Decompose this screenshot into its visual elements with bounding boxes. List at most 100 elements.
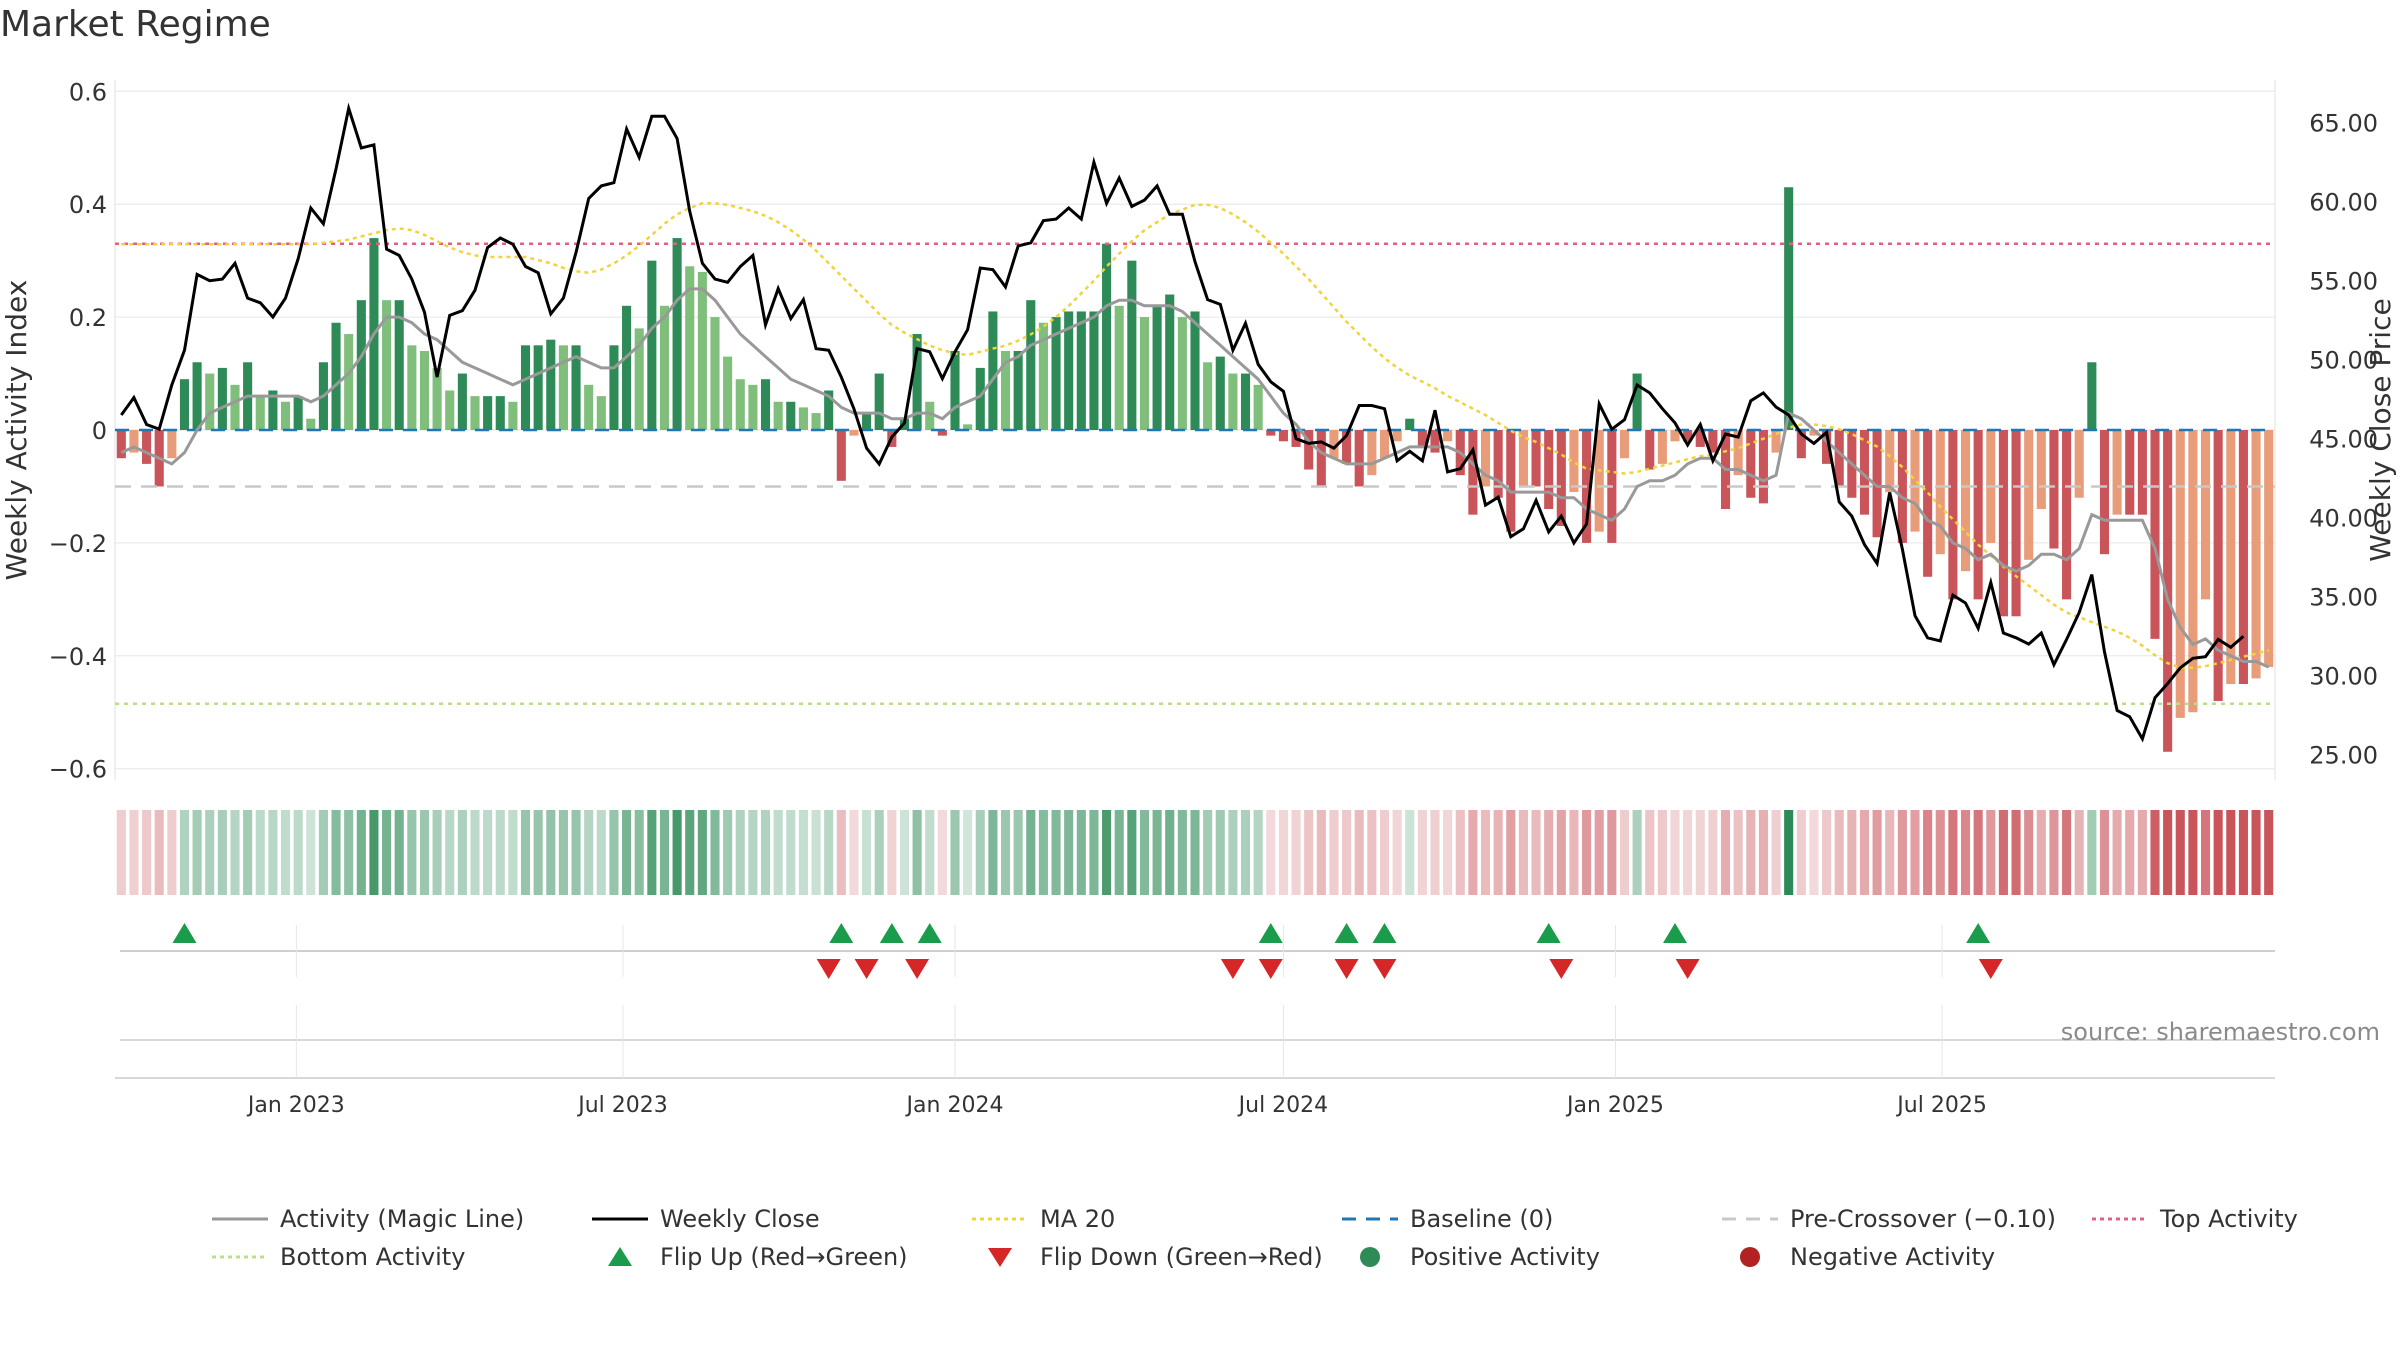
legend-item: Weekly Close — [590, 1200, 820, 1238]
x-tick-label: Jul 2024 — [1237, 1093, 1329, 1118]
flip-down-marker — [1258, 959, 1283, 979]
activity-strip-cell — [1948, 810, 1958, 895]
activity-bar — [798, 407, 808, 430]
activity-strip-cell — [2150, 810, 2160, 895]
activity-strip-cell — [293, 810, 303, 895]
activity-strip-cell — [811, 810, 821, 895]
legend-swatch-icon — [1722, 1217, 1778, 1221]
activity-strip-cell — [887, 810, 897, 895]
activity-bar — [596, 396, 606, 430]
activity-strip-cell — [849, 810, 859, 895]
activity-strip-cell — [1582, 810, 1592, 895]
activity-strip-cell — [1518, 810, 1528, 895]
flip-up-marker — [1663, 923, 1687, 943]
flip-up-marker — [1258, 923, 1283, 943]
activity-bar — [2200, 430, 2211, 600]
activity-bar — [697, 271, 707, 430]
activity-bar — [836, 430, 846, 481]
activity-bar — [1796, 430, 1806, 459]
legend-label: Weekly Close — [660, 1205, 820, 1233]
activity-strip-cell — [1038, 810, 1048, 895]
activity-bar — [2264, 430, 2274, 668]
activity-strip-cell — [533, 810, 543, 895]
legend-item: Top Activity — [2090, 1200, 2298, 1238]
activity-bar — [1632, 373, 1642, 430]
activity-strip-cell — [344, 810, 354, 895]
legend-item: Baseline (0) — [1340, 1200, 1553, 1238]
activity-strip-cell — [2024, 810, 2034, 895]
activity-bar — [508, 401, 518, 430]
activity-bar — [672, 238, 682, 430]
activity-bar — [1329, 430, 1339, 459]
activity-bar — [723, 356, 733, 430]
activity-strip-cell — [2036, 810, 2046, 895]
legend-item: Flip Down (Green→Red) — [970, 1238, 1323, 1276]
activity-strip-cell — [988, 810, 998, 895]
activity-strip-cell — [2175, 810, 2185, 895]
activity-bar — [129, 430, 139, 453]
activity-bar — [2049, 430, 2059, 549]
activity-bar — [925, 401, 935, 430]
activity-strip-cell — [508, 810, 518, 895]
flip-down-marker — [854, 959, 879, 979]
activity-bar — [2226, 430, 2236, 685]
flip-up-marker — [829, 923, 854, 943]
activity-bar — [2150, 430, 2160, 639]
activity-bar — [356, 300, 366, 430]
activity-bar — [1556, 430, 1566, 526]
activity-bar — [1872, 430, 1882, 538]
legend-swatch-icon — [2092, 1217, 2148, 1221]
legend-label: Negative Activity — [1790, 1243, 1996, 1271]
activity-strip-cell — [1859, 810, 1870, 895]
activity-bar — [217, 367, 227, 430]
activity-strip-cell — [1645, 810, 1655, 895]
activity-bar — [1203, 362, 1213, 430]
x-tick-label: Jan 2024 — [905, 1093, 1004, 1118]
activity-bar — [558, 345, 568, 430]
activity-strip-cell — [1165, 810, 1175, 895]
y-left-tick-label: 0.6 — [69, 78, 107, 106]
activity-strip-cell — [760, 810, 771, 895]
activity-strip-cell — [445, 810, 455, 895]
activity-strip-cell — [2049, 810, 2059, 895]
chart-legend: Activity (Magic Line) Weekly Close MA 20 Ba… — [210, 1200, 2360, 1276]
activity-bar — [2062, 430, 2072, 600]
activity-bar — [975, 367, 985, 430]
activity-bar — [1417, 430, 1427, 447]
activity-bar — [760, 379, 771, 430]
activity-bar — [344, 334, 354, 430]
activity-bar — [1190, 311, 1200, 430]
activity-bar — [268, 390, 278, 430]
activity-strip-cell — [1203, 810, 1213, 895]
activity-bar — [1809, 430, 1819, 436]
activity-bar — [432, 367, 442, 430]
activity-bar — [1064, 311, 1074, 430]
activity-bar — [382, 300, 392, 430]
flip-up-marker — [172, 923, 197, 943]
activity-strip-cell — [2087, 810, 2097, 895]
activity-strip-cell — [1329, 810, 1339, 895]
activity-strip-cell — [1733, 810, 1743, 895]
activity-strip-cell — [1215, 810, 1225, 895]
activity-strip-cell — [874, 810, 884, 895]
activity-bar — [546, 339, 556, 430]
activity-bar — [937, 430, 947, 436]
activity-strip-cell — [634, 810, 644, 895]
activity-strip-cell — [1556, 810, 1566, 895]
activity-strip-cell — [470, 810, 480, 895]
activity-strip-cell — [167, 810, 177, 895]
market-regime-chart: 0.6 0.4 0.2 0 −0.2 −0.4 −0.6 65.00 60.00 55.00 50.… — [0, 78, 2397, 1118]
activity-bar — [862, 413, 872, 430]
activity-strip-cell — [520, 810, 531, 895]
legend-swatch-icon — [988, 1248, 1012, 1267]
activity-bar — [179, 379, 190, 430]
activity-bar — [1253, 384, 1263, 430]
activity-bar — [1493, 430, 1503, 498]
activity-strip-cell — [2112, 810, 2122, 895]
activity-strip-cell — [710, 810, 720, 895]
source-text: source: sharemaestro.com — [2061, 1018, 2380, 1046]
legend-label: Positive Activity — [1410, 1243, 1600, 1271]
activity-strip-cell — [369, 810, 379, 895]
activity-bar — [1051, 317, 1061, 430]
activity-bar — [116, 430, 126, 459]
